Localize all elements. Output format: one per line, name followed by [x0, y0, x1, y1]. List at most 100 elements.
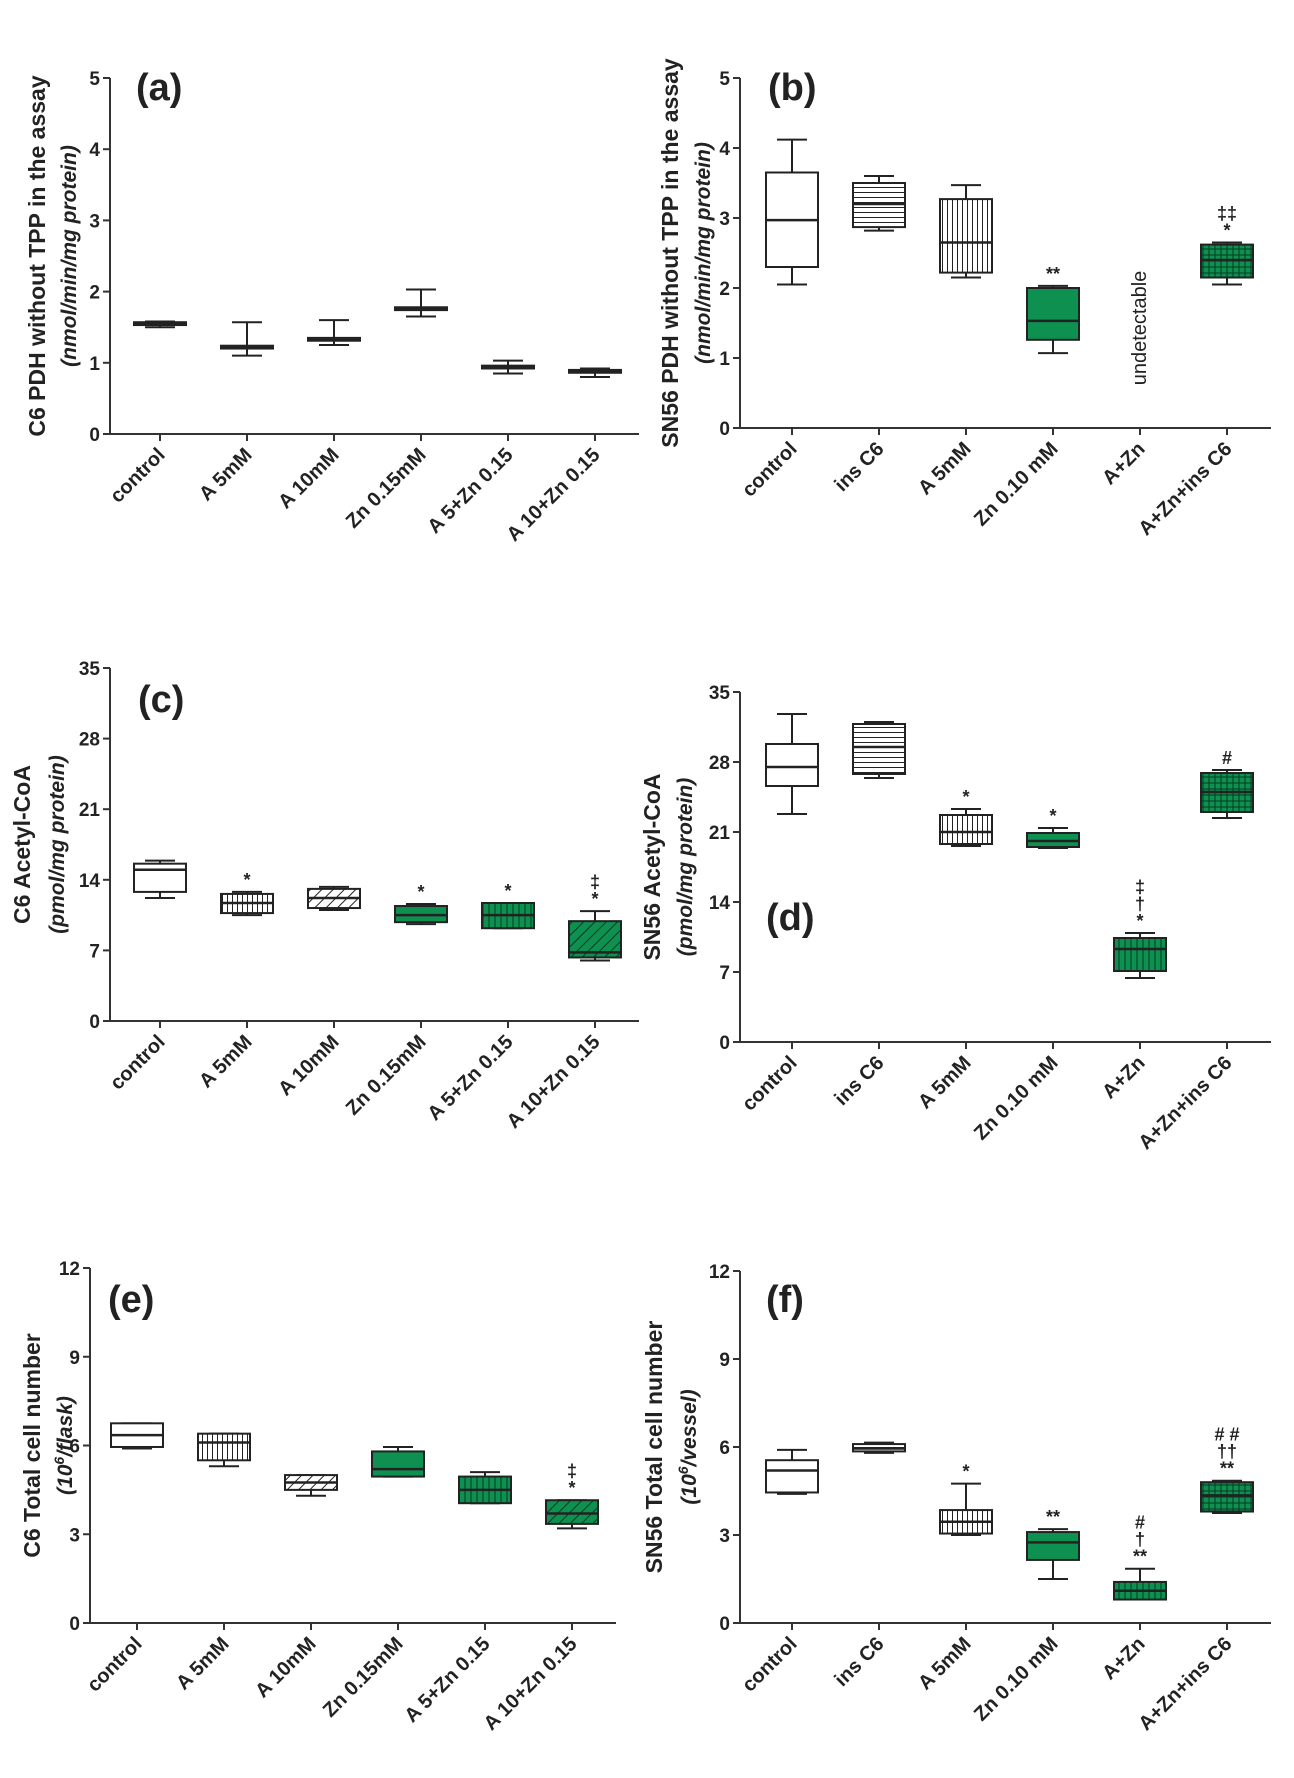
x-tick-label: ins C6: [831, 438, 889, 496]
box-plot: [220, 890, 274, 917]
y-tick-label: 0: [89, 425, 100, 446]
significance-mark: *: [1136, 911, 1143, 931]
chart-panel-a: 0 1 2 3 4 5 (a) C6 PDH without TPP in the assay…: [24, 67, 639, 546]
box-plot: [197, 1432, 251, 1468]
panel-label: (c): [138, 679, 184, 721]
significance-mark: ‡: [567, 1461, 577, 1481]
box-plot: [545, 1499, 599, 1530]
box-plot: [284, 1474, 338, 1497]
x-tick-label: control: [738, 1633, 801, 1696]
box-plot: [1113, 1567, 1167, 1601]
x-tick-label: A 5mM: [914, 438, 975, 499]
x-tick-label: A+Zn+ins C6: [1135, 1052, 1237, 1154]
box-plot: [1026, 827, 1080, 849]
box-iqr: [1113, 937, 1167, 972]
panel-label: (b): [768, 67, 817, 109]
panel-label: (e): [108, 1279, 154, 1321]
y-tick-label: 0: [89, 1012, 100, 1033]
y-axis-title: SN56 Acetyl-CoA: [639, 773, 665, 960]
significance-mark: ‡: [590, 872, 600, 892]
box-iqr: [765, 1459, 819, 1494]
x-tick-label: A 5+Zn 0.15: [424, 444, 518, 538]
box-iqr: [852, 723, 906, 775]
box-plot: [1026, 284, 1080, 355]
panel-label: (d): [766, 897, 815, 939]
box-plot: [1200, 241, 1254, 286]
significance-mark: *: [1049, 806, 1056, 826]
significance-mark: **: [1046, 1507, 1060, 1527]
y-tick-label: 2: [89, 283, 100, 304]
significance-mark: *: [962, 787, 969, 807]
box-plot: [852, 721, 906, 779]
x-tick-label: control: [738, 438, 801, 501]
y-tick-label: 35: [709, 683, 731, 704]
significance-mark: †: [1135, 1530, 1145, 1550]
significance-mark: **: [1220, 1459, 1234, 1479]
x-tick-label: A 10+Zn 0.15: [480, 1633, 582, 1735]
y-axis-unit: (pmol/mg protein): [674, 778, 697, 956]
box-plot: [133, 859, 187, 899]
box-iqr: [1026, 1531, 1080, 1561]
y-axis-title: C6 Total cell number: [19, 1333, 45, 1558]
x-tick-label: A 10+Zn 0.15: [503, 444, 605, 546]
box-plot: [939, 808, 993, 847]
box-plot: [765, 713, 819, 815]
y-axis-title: C6 Acetyl-CoA: [9, 765, 35, 924]
y-tick-label: 7: [89, 941, 100, 962]
box-plot: [568, 910, 622, 962]
significance-mark: *: [591, 889, 598, 909]
box-plot: [765, 1448, 819, 1495]
x-tick-label: A+Zn: [1098, 1633, 1149, 1684]
chart-panel-f: 0 3 6 9 12 (f) SN56 Total cell number (106/vess…: [641, 1262, 1271, 1735]
box-plot: [394, 903, 448, 926]
x-tick-label: control: [83, 1633, 146, 1696]
box-plot: [1200, 1479, 1254, 1514]
undetectable-label: undetectable: [1129, 271, 1151, 386]
x-tick-label: A 5mM: [914, 1052, 975, 1113]
y-axis-unit: (106/flask): [51, 1396, 77, 1495]
y-tick-label: 28: [709, 753, 730, 774]
y-tick-label: 0: [719, 1614, 730, 1635]
y-tick-label: 4: [719, 139, 730, 160]
y-tick-label: 1: [89, 354, 100, 375]
significance-mark: *: [417, 882, 424, 902]
box-plot: [765, 138, 819, 286]
box-iqr: [939, 814, 993, 845]
x-tick-label: Zn 0.15mM: [342, 1031, 431, 1120]
significance-mark: ‡: [1135, 877, 1145, 897]
box-plot: [220, 321, 274, 357]
significance-mark: *: [962, 1462, 969, 1482]
x-tick-label: control: [738, 1052, 801, 1115]
y-tick-label: 35: [79, 659, 101, 680]
x-tick-label: A+Zn+ins C6: [1135, 1633, 1237, 1735]
chart-panel-e: 0 3 6 9 12 (e) C6 Total cell number (106/flask)…: [19, 1259, 616, 1735]
chart-panel-b: 0 1 2 3 4 5 (b) SN56 PDH without TPP in the ass…: [657, 58, 1271, 540]
x-tick-label: Zn 0.10 mM: [970, 1633, 1063, 1726]
box-plot: [307, 885, 361, 912]
x-tick-label: A 5mM: [195, 444, 256, 505]
y-axis-title: SN56 Total cell number: [641, 1321, 667, 1574]
x-tick-label: A 10mM: [251, 1633, 320, 1702]
significance-mark: #: [1135, 1513, 1145, 1533]
box-plot: [458, 1471, 512, 1505]
y-axis-title: C6 PDH without TPP in the assay: [24, 75, 50, 436]
x-tick-label: control: [106, 1031, 169, 1094]
panel-label: (a): [136, 67, 182, 109]
y-tick-label: 21: [79, 800, 101, 821]
y-axis-unit: (nmol/min/mg protein): [692, 142, 715, 364]
box-plot: [852, 1441, 906, 1454]
box-plot: [394, 288, 448, 318]
chart-panel-c: 0 7 14 21 28 35 (c) C6 Acetyl-CoA (pmol/mg prote…: [9, 659, 639, 1133]
box-plot: [852, 175, 906, 232]
x-tick-label: Zn 0.10 mM: [970, 438, 1063, 531]
y-tick-label: 21: [709, 823, 731, 844]
box-iqr: [1200, 1481, 1254, 1513]
y-axis-title: SN56 PDH without TPP in the assay: [657, 58, 683, 448]
x-tick-label: Zn 0.15mM: [319, 1633, 408, 1722]
box-plot: [939, 184, 993, 279]
y-axis-unit: (106/vessel): [675, 1389, 701, 1504]
y-tick-label: 0: [719, 1033, 730, 1054]
x-tick-label: A+Zn: [1098, 1052, 1149, 1103]
box-iqr: [371, 1450, 425, 1478]
